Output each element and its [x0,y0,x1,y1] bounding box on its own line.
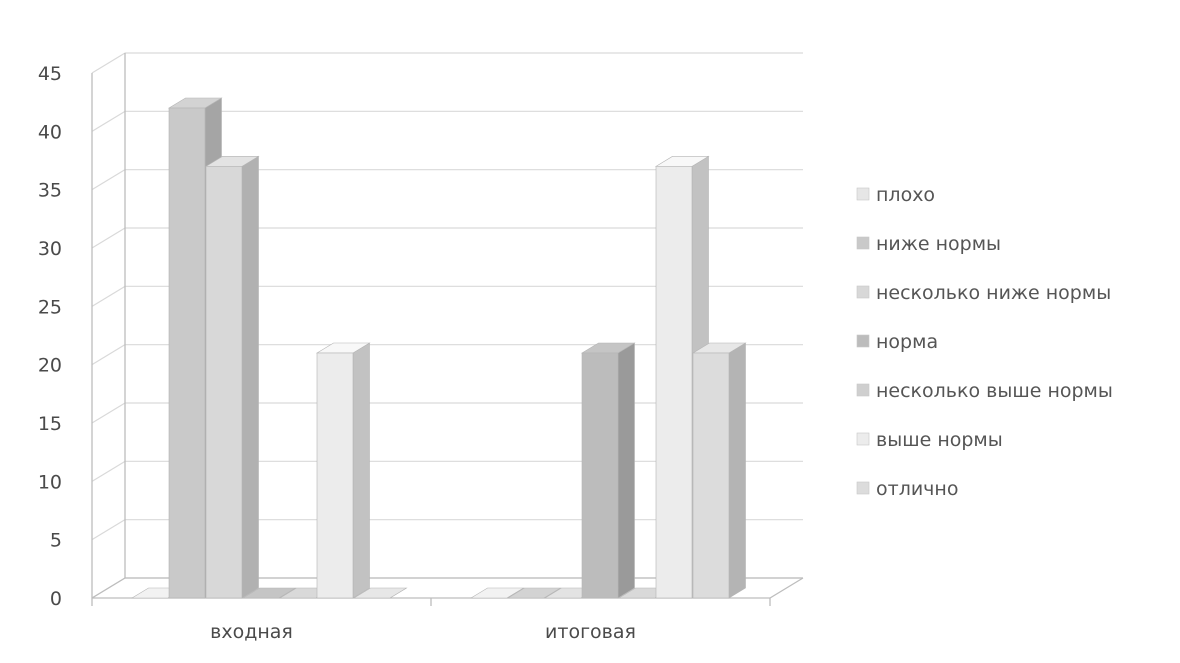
legend-label-1: ниже нормы [876,233,1001,255]
legend-swatch-5 [856,432,870,446]
legend-item-4: несколько выше нормы [856,380,1113,402]
y-tick-label-0: 0 [50,588,62,610]
y-tick-label-8: 40 [38,121,62,143]
legend-label-6: отлично [876,478,958,500]
bar-1-1 [506,587,562,599]
bars [130,97,747,599]
bar-1-6 [691,342,747,599]
legend-swatch-2 [856,285,870,299]
bar-front-1-6 [692,352,730,599]
legend-item-2: несколько ниже нормы [856,282,1111,304]
bar-side-0-2 [241,155,259,599]
bar-front-0-5 [316,352,354,599]
legend-label-2: несколько ниже нормы [876,282,1111,304]
gridline-side-3 [91,402,126,424]
bar-top-0-3 [241,587,297,599]
legend-label-0: плохо [876,184,935,206]
bar-front-1-3 [581,352,619,599]
bar-1-5 [654,155,710,599]
legend-swatch-0 [856,187,870,201]
bar-side-0-5 [352,342,370,599]
legend-item-6: отлично [856,478,958,500]
legend-swatch-3 [856,334,870,348]
gridline-side-4 [91,344,126,366]
y-tick-label-5: 25 [38,296,62,318]
bar-0-3 [241,587,297,599]
gridline-side-1 [91,519,126,541]
legend-item-3: норма [856,331,938,353]
bar-front-0-2 [205,166,243,599]
bar-side-1-6 [728,342,746,599]
bar-0-5 [315,342,371,599]
bar-1-0 [469,587,525,599]
x-category-label-1: итоговая [545,621,636,643]
bar-top-0-6 [352,587,408,599]
legend-label-3: норма [876,331,938,353]
y-tick-label-7: 35 [38,180,62,202]
legend-swatch-6 [856,481,870,495]
bar-front-0-1 [168,107,206,599]
legend-item-1: ниже нормы [856,233,1001,255]
bar-1-3 [580,342,636,599]
y-tick-label-2: 10 [38,471,62,493]
bar-front-1-5 [655,166,693,599]
legend-item-5: выше нормы [856,429,1003,451]
y-tick-label-4: 20 [38,355,62,377]
y-tick-label-6: 30 [38,238,62,260]
y-tick-labels: 0 5 10 15 20 25 30 35 40 45 [38,63,62,610]
bar-side-1-3 [617,342,635,599]
legend-swatch-4 [856,383,870,397]
legend-item-0: плохо [856,184,935,206]
gridline-side-7 [91,169,126,191]
gridline-side-6 [91,227,126,249]
legend-label-4: несколько выше нормы [876,380,1113,402]
bar-top-1-0 [469,587,525,599]
y-tick-label-1: 5 [50,530,62,552]
gridline-side-2 [91,460,126,482]
legend-label-5: выше нормы [876,429,1003,451]
x-category-label-0: входная [210,621,293,643]
legend-swatch-1 [856,236,870,250]
y-tick-label-3: 15 [38,413,62,435]
bar-0-6 [352,587,408,599]
gridline-side-5 [91,285,126,307]
gridline-side-9 [91,52,126,74]
floor-side [91,577,126,599]
bar-0-2 [204,155,260,599]
bar-top-1-1 [506,587,562,599]
y-tick-label-9: 45 [38,63,62,85]
legend: плохо ниже нормы несколько ниже нормы норма… [856,184,1113,500]
gridline-side-8 [91,110,126,132]
x-category-labels: входная итоговая [210,621,636,643]
